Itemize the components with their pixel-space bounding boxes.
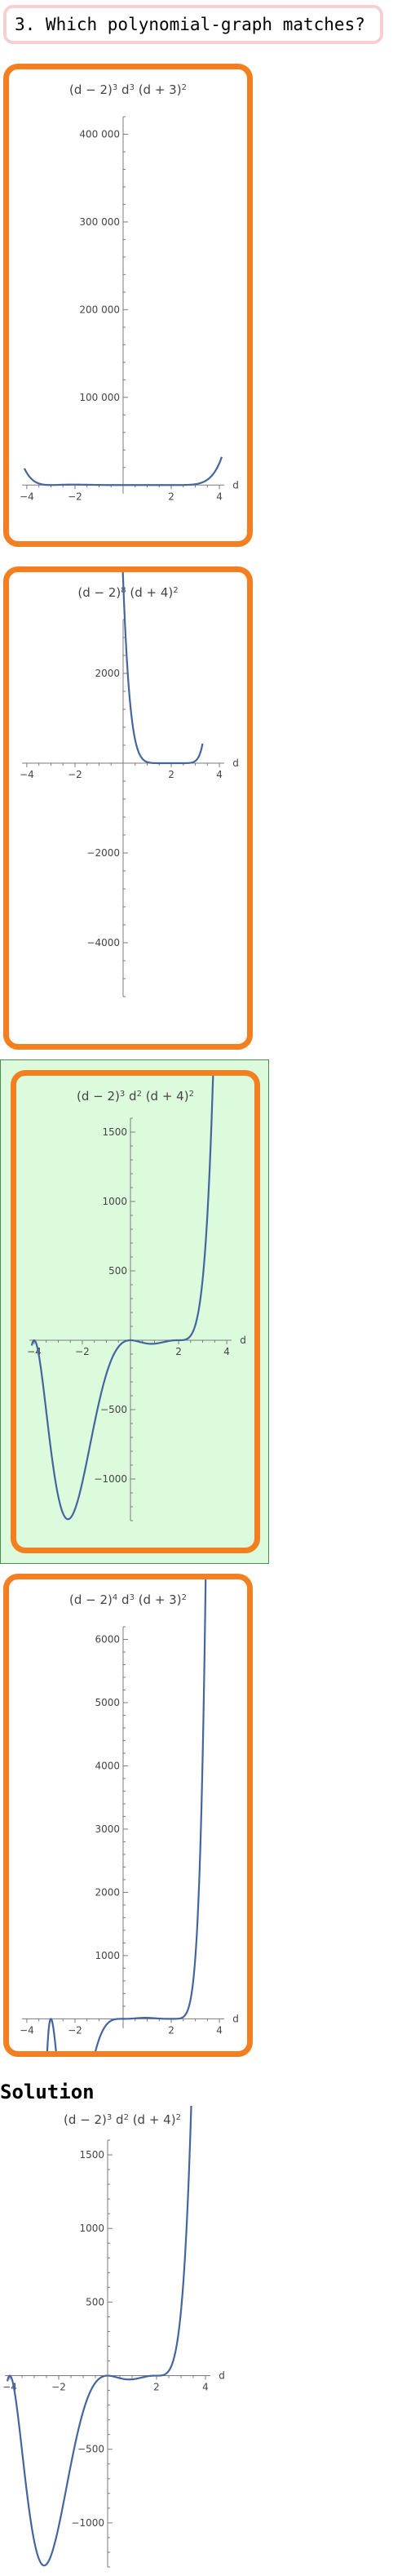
option-c-title: (d − 2)3 d2 (d + 4)2 (77, 1089, 194, 1104)
option-a-wrapper: (d − 2)3 d3 (d + 3)2 −4 −2 2 4 d 100 000 200 0… (3, 64, 253, 547)
option-c-curve (32, 1076, 216, 1519)
question-text: 3. Which polynomial-graph matches? (15, 15, 365, 34)
option-d-title-part: (d − 2) (69, 1592, 113, 1607)
option-b-x-tick-label: 4 (216, 769, 223, 780)
option-c-title-part: 2 (189, 1090, 194, 1099)
question-prompt: 3. Which polynomial-graph matches? (3, 5, 383, 44)
option-a-title-part: d (117, 82, 129, 97)
option-d-title-part: (d + 3) (135, 1592, 182, 1607)
option-a-title-part: 2 (182, 83, 187, 92)
option-b-y-tick-label: −4000 (86, 937, 120, 948)
option-c-wrapper: (d − 2)3 d2 (d + 4)2 −4 −2 2 4 d −1000 −500 500… (0, 1059, 269, 1564)
option-a-card[interactable]: (d − 2)3 d3 (d + 3)2 −4 −2 2 4 d 100 000 200 0… (3, 64, 253, 547)
solution-title-part: 2 (176, 2113, 181, 2122)
option-b-x-tick-label: 2 (168, 769, 174, 780)
option-b-x-axis-label: d (232, 757, 239, 769)
option-a-y-tick-label: 300 000 (79, 216, 120, 228)
option-d-x-tick-label: 4 (216, 2024, 223, 2036)
solution-plot: (d − 2)3 d2 (d + 4)2 −4 −2 2 4d−1000−500500… (0, 2106, 245, 2571)
option-d-plot: (d − 2)4 d3 (d + 3)2 −4 −2 2 4d100020003000… (9, 1579, 247, 2051)
option-a-x-tick-label: 2 (168, 491, 174, 502)
option-d-title: (d − 2)4 d3 (d + 3)2 (69, 1592, 187, 1607)
option-d-y-tick-label: 6000 (95, 1633, 120, 1645)
option-d-y-tick-label: 5000 (95, 1697, 120, 1708)
solution-x-tick-label: 4 (202, 2382, 209, 2393)
option-a-y-tick-label: 200 000 (79, 304, 120, 315)
option-a-plot-area: −4 −2 2 4d 100 000 200 000 300 000 400 000 (20, 117, 239, 502)
option-c-y-tick-label: 1500 (102, 1126, 127, 1138)
option-d-y-tick-label: 1000 (95, 1950, 120, 1961)
option-b-title-part: (d + 4) (126, 585, 174, 600)
solution-x-tick-label: −2 (51, 2382, 66, 2393)
option-c-x-tick-label: 4 (223, 1346, 230, 1357)
solution-x-tick-label: 2 (153, 2382, 160, 2393)
option-d-y-tick-label: 3000 (95, 1823, 120, 1835)
option-a-x-tick-label: 4 (216, 491, 223, 502)
solution-y-tick-label: −500 (77, 2444, 104, 2455)
option-a-x-tick-label: −4 (20, 491, 34, 502)
option-d-title-part: 2 (182, 1593, 187, 1602)
option-b-title: (d − 2)8 (d + 4)2 (77, 585, 178, 600)
option-c-x-tick-label: −2 (75, 1346, 90, 1357)
option-d-x-tick-label: 2 (168, 2024, 174, 2036)
option-d-y-tick-label: 4000 (95, 1760, 120, 1771)
option-b-x-tick-label: −2 (68, 769, 82, 780)
option-c-x-axis-label: d (240, 1335, 246, 1346)
option-c-title-part: (d + 4) (142, 1089, 189, 1104)
option-a-title-part: (d + 3) (135, 82, 182, 97)
option-b-y-tick-label: 2000 (95, 668, 120, 679)
solution-y-tick-label: 1000 (79, 2223, 104, 2234)
option-d-y-tick-label: 2000 (95, 1886, 120, 1898)
option-c-card[interactable]: (d − 2)3 d2 (d + 4)2 −4 −2 2 4 d −1000 −500 500… (11, 1070, 260, 1553)
solution-title-part: (d − 2) (64, 2112, 107, 2127)
solution-y-tick-label: 500 (86, 2296, 104, 2307)
option-d-x-axis-label: d (232, 2013, 239, 2024)
option-c-plot: (d − 2)3 d2 (d + 4)2 −4 −2 2 4d−1000−500500… (16, 1076, 254, 1548)
solution-title: (d − 2)3 d2 (d + 4)2 (64, 2112, 181, 2127)
option-c-title-part: d (125, 1089, 136, 1104)
option-b-title-part: (d − 2) (77, 585, 121, 600)
option-c-x-tick-label: 2 (175, 1346, 182, 1357)
solution-y-tick-label: −1000 (71, 2517, 104, 2529)
option-c-y-tick-label: −1000 (94, 1473, 127, 1485)
option-a-x-axis-label: d (232, 479, 239, 491)
option-d-card[interactable]: (d − 2)4 d3 (d + 3)2 −4 −2 2 4 d 1000 2000 3000… (3, 1574, 253, 2057)
solution-heading: Solution (0, 2080, 95, 2104)
option-b-x-tick-label: −4 (20, 769, 34, 780)
option-b-title-part: 2 (173, 586, 178, 595)
option-d-curve (29, 1579, 211, 2051)
option-c-title-part: (d − 2) (77, 1089, 120, 1104)
option-b-wrapper: (d − 2)8 (d + 4)2 −4 −2 2 4 d −4000 −2000 2000 (3, 566, 253, 1050)
option-a-y-tick-label: 400 000 (79, 128, 120, 140)
option-a-x-tick-label: −2 (68, 491, 82, 502)
solution-y-tick-label: 1500 (79, 2149, 104, 2161)
solution-curve (7, 2106, 195, 2565)
solution-title-part: d (112, 2112, 123, 2127)
option-c-y-tick-label: 1000 (102, 1196, 127, 1207)
option-d-wrapper: (d − 2)4 d3 (d + 3)2 −4 −2 2 4 d 1000 2000 3000… (3, 1574, 253, 2057)
option-d-x-tick-label: −4 (20, 2024, 34, 2036)
solution-title-part: (d + 4) (129, 2112, 176, 2127)
option-d-x-tick-label: −2 (68, 2024, 82, 2036)
option-a-title: (d − 2)3 d3 (d + 3)2 (69, 82, 187, 97)
option-c-y-tick-label: −500 (100, 1404, 127, 1415)
option-b-plot-area: −4 −2 2 4d −4000 −2000 2000 (20, 572, 239, 997)
solution-x-axis-label: d (219, 2370, 225, 2382)
option-c-y-tick-label: 500 (108, 1265, 127, 1277)
option-a-title-part: (d − 2) (69, 82, 113, 97)
option-b-card[interactable]: (d − 2)8 (d + 4)2 −4 −2 2 4 d −4000 −2000 2000 (3, 566, 253, 1050)
option-d-title-part: d (117, 1592, 129, 1607)
option-b-plot: (d − 2)8 (d + 4)2 −4 −2 2 4d −4000 −2000 2000 (9, 572, 247, 1044)
option-a-y-tick-label: 100 000 (79, 392, 120, 403)
option-b-y-tick-label: −2000 (86, 847, 120, 859)
